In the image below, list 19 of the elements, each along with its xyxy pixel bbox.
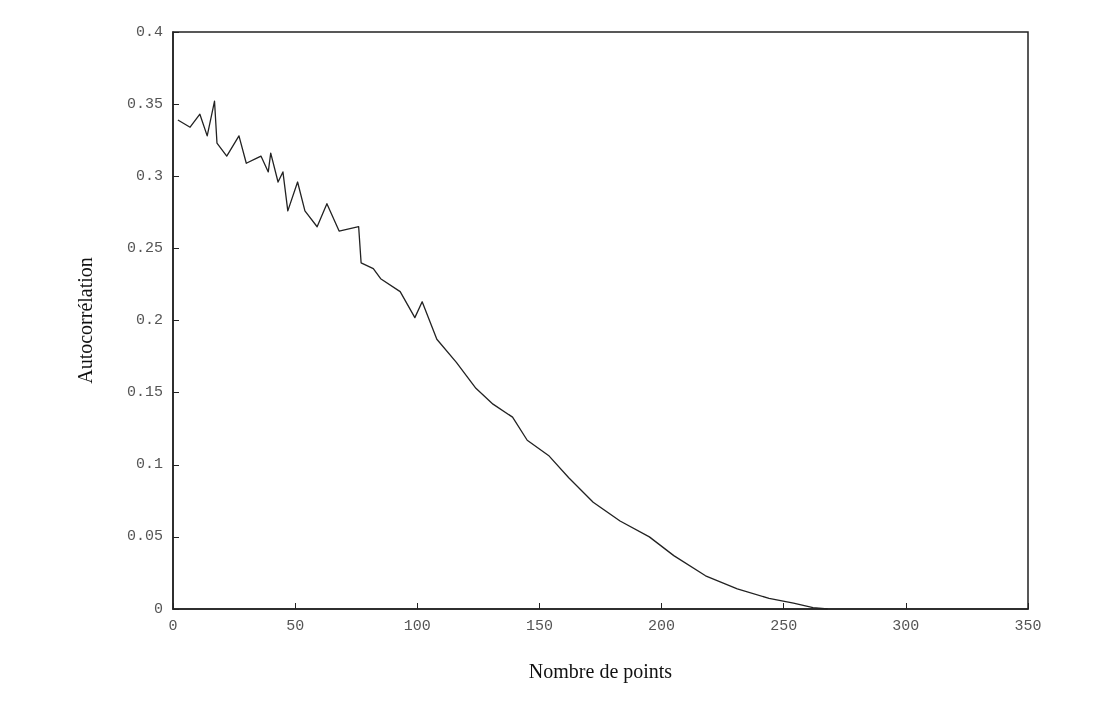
y-tick-label: 0.2 [135,312,163,329]
y-tick-label: 0.25 [126,239,163,257]
y-tick-label: 0.35 [126,95,163,113]
x-axis-title: Nombre de points [528,660,673,683]
x-tick-label: 150 [525,618,553,635]
x-tick-label: 350 [1014,618,1042,635]
y-tick-label: 0.4 [135,23,163,41]
y-tick-label: 0.1 [135,456,163,474]
x-tick-label: 100 [403,618,431,635]
y-tick-label: 0.15 [126,384,163,402]
x-tick-label: 200 [648,618,676,635]
y-tick-label: 0 [153,600,163,618]
x-tick-label: 300 [892,618,920,635]
x-tick-label: 0 [168,618,178,635]
y-tick-label: 0.3 [135,167,163,185]
x-tick-label: 250 [770,618,798,635]
y-tick-label: 0.05 [126,528,163,546]
x-tick-label: 50 [286,618,305,635]
y-axis-title: Autocorrélation [74,257,96,384]
